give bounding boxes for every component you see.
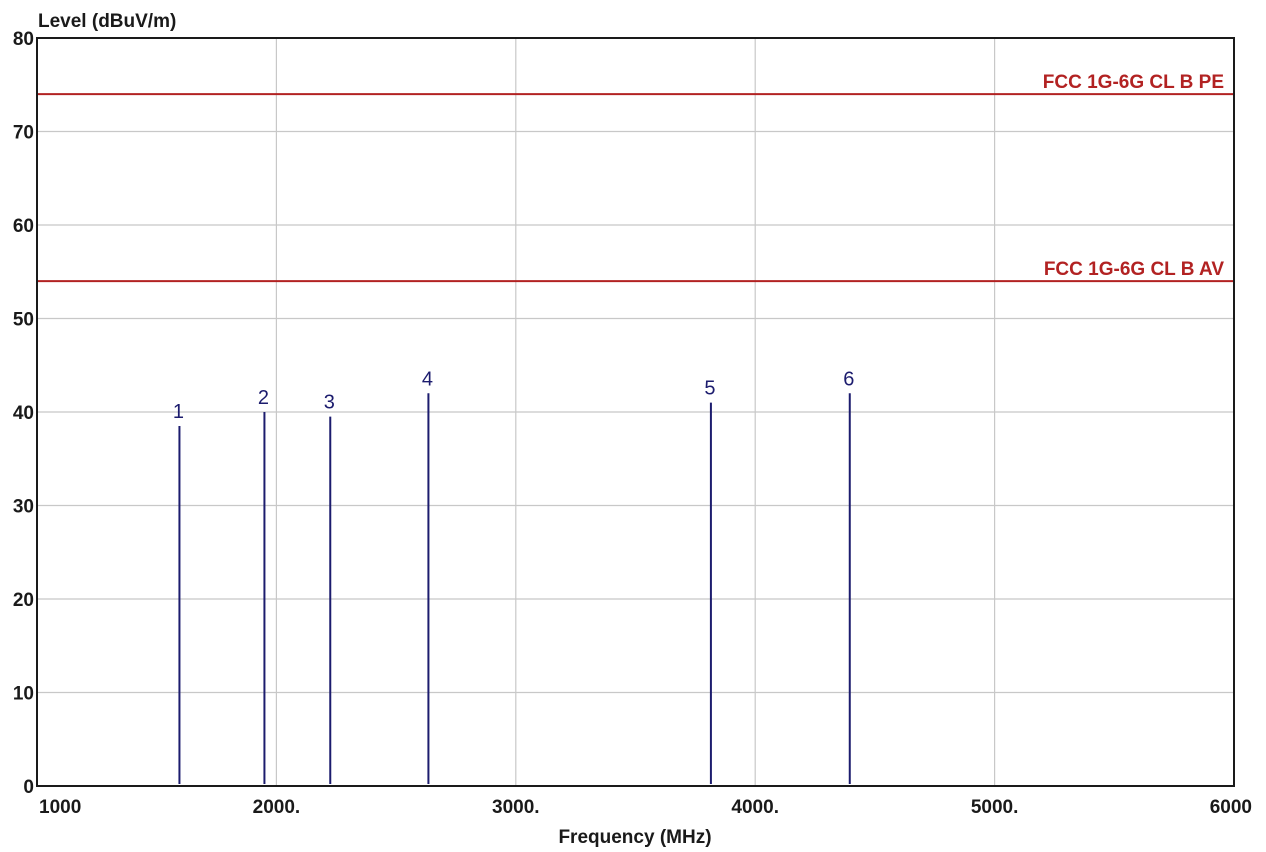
marker-label: 5: [704, 378, 715, 400]
marker-label: 6: [843, 368, 854, 390]
limit-line-label: FCC 1G-6G CL B AV: [1044, 259, 1224, 280]
plot-frame: [36, 37, 1235, 787]
y-tick-label: 70: [13, 123, 34, 144]
y-tick-label: 0: [23, 777, 34, 798]
y-tick-label: 60: [13, 216, 34, 237]
x-tick-label: 6000: [1210, 797, 1252, 818]
marker-label: 3: [324, 392, 335, 414]
y-tick-label: 80: [13, 29, 34, 50]
y-tick-labels: 0 10 20 30 40 50 60 70 80: [13, 29, 34, 798]
x-tick-label: 2000.: [253, 797, 301, 818]
limit-lines: FCC 1G-6G CL B PE FCC 1G-6G CL B AV: [37, 72, 1234, 283]
markers: 1 2 3 4 5 6: [173, 368, 854, 784]
limit-line-label: FCC 1G-6G CL B PE: [1043, 72, 1224, 93]
y-axis-title: Level (dBuV/m): [38, 11, 176, 32]
x-tick-labels: 1000 2000. 3000. 4000. 5000. 6000: [39, 797, 1252, 818]
x-axis-title: Frequency (MHz): [558, 827, 711, 848]
marker-label: 2: [258, 387, 269, 409]
y-tick-label: 40: [13, 403, 34, 424]
x-tick-label: 1000: [39, 797, 81, 818]
y-tick-label: 20: [13, 590, 34, 611]
y-tick-label: 50: [13, 310, 34, 331]
y-tick-label: 10: [13, 684, 34, 705]
y-tick-label: 30: [13, 497, 34, 518]
x-tick-label: 4000.: [731, 797, 779, 818]
x-tick-label: 5000.: [971, 797, 1019, 818]
grid: [37, 38, 1234, 786]
marker-label: 1: [173, 401, 184, 423]
x-tick-label: 3000.: [492, 797, 540, 818]
marker-label: 4: [422, 368, 433, 390]
